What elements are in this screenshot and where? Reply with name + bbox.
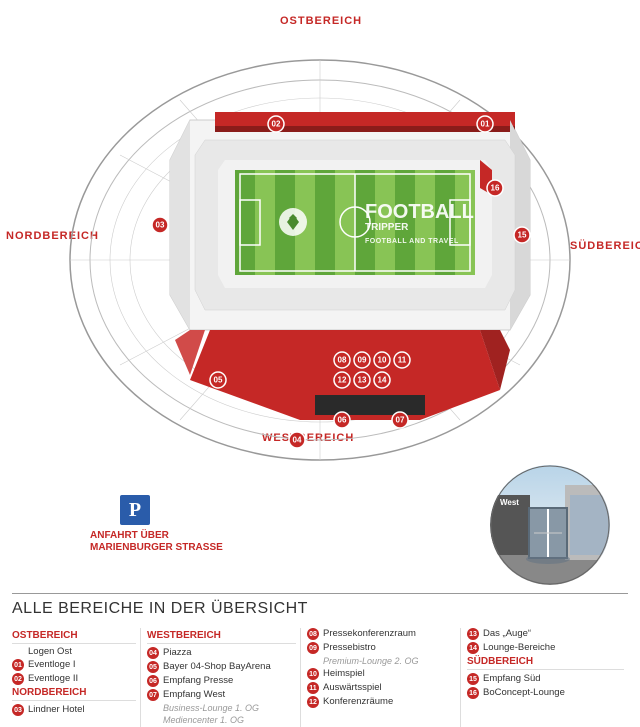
svg-text:15: 15: [518, 231, 527, 240]
legend-item: 03Lindner Hotel: [12, 704, 136, 716]
legend-item: 14Lounge-Bereiche: [467, 642, 624, 654]
legend-item: 15Empfang Süd: [467, 673, 624, 685]
legend-item: 16BoConcept-Lounge: [467, 687, 624, 699]
svg-text:01: 01: [481, 120, 490, 129]
legend-item: 08Pressekonferenzraum: [307, 628, 456, 640]
legend-item: 13Das „Auge“: [467, 628, 624, 640]
legend-col-2: WESTBEREICH04Piazza05Bayer 04-Shop BayAr…: [140, 628, 300, 727]
legend-item: 12Konferenzräume: [307, 696, 456, 708]
svg-text:12: 12: [338, 376, 347, 385]
parking-label: ANFAHRT ÜBER MARIENBURGER STRASSE: [90, 530, 290, 554]
parking-icon: P: [120, 495, 150, 525]
svg-text:05: 05: [214, 376, 223, 385]
sued-label: SÜDBEREICH: [570, 240, 640, 252]
legend-item: 09Pressebistro: [307, 642, 456, 654]
svg-text:FOOTBALL: FOOTBALL: [365, 201, 474, 223]
svg-text:11: 11: [398, 356, 407, 365]
svg-text:06: 06: [338, 416, 347, 425]
svg-text:TRIPPER: TRIPPER: [365, 222, 409, 233]
ost-label: OSTBEREICH: [280, 15, 362, 27]
legend-col-1: OSTBEREICHLogen Ost01Eventloge I02Eventl…: [12, 628, 140, 727]
legend-col-3: 08Pressekonferenzraum09PressebistroPremi…: [300, 628, 460, 727]
svg-text:10: 10: [378, 356, 387, 365]
svg-text:04: 04: [293, 436, 302, 445]
svg-text:03: 03: [156, 221, 165, 230]
legend: OSTBEREICHLogen Ost01Eventloge I02Eventl…: [12, 628, 628, 727]
legend-item: 10Heimspiel: [307, 668, 456, 680]
svg-text:West: West: [500, 498, 519, 507]
legend-item: 07Empfang West: [147, 689, 296, 701]
legend-col-4: 13Das „Auge“14Lounge-BereicheSÜDBEREICH1…: [460, 628, 628, 727]
stadium-diagram: FOOTBALL TRIPPER FOOTBALL AND TRAVEL 01 0…: [60, 50, 580, 470]
legend-item: 05Bayer 04-Shop BayArena: [147, 661, 296, 673]
entrance-photo: West: [490, 465, 610, 585]
svg-text:14: 14: [378, 376, 387, 385]
divider: [12, 593, 628, 594]
svg-text:16: 16: [491, 184, 500, 193]
overview-title: ALLE BEREICHE IN DER ÜBERSICHT: [12, 600, 308, 618]
legend-item: 02Eventloge II: [12, 673, 136, 685]
svg-text:13: 13: [358, 376, 367, 385]
svg-text:07: 07: [396, 416, 405, 425]
legend-item: 11Auswärtsspiel: [307, 682, 456, 694]
svg-text:02: 02: [272, 120, 281, 129]
legend-item: 01Eventloge I: [12, 659, 136, 671]
legend-item: 04Piazza: [147, 647, 296, 659]
legend-item: 06Empfang Presse: [147, 675, 296, 687]
svg-text:09: 09: [358, 356, 367, 365]
svg-text:FOOTBALL AND TRAVEL: FOOTBALL AND TRAVEL: [365, 238, 459, 245]
svg-text:08: 08: [338, 356, 347, 365]
